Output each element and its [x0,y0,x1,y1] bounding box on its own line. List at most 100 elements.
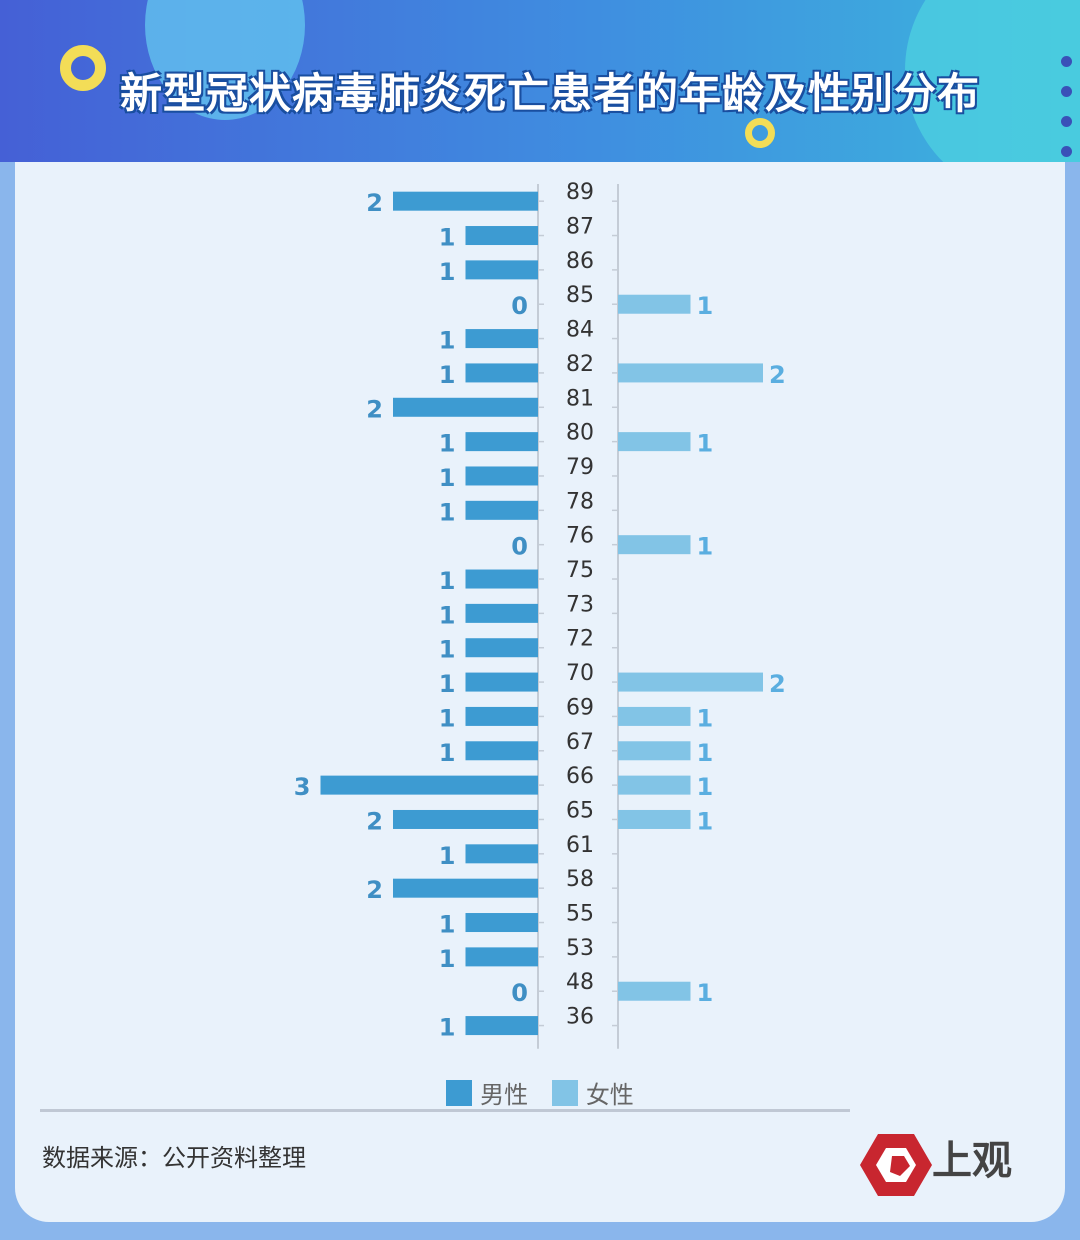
male-data-label: 1 [439,842,456,870]
male-bar [465,706,538,726]
male-bar [465,363,538,383]
age-tick-label: 66 [566,764,594,789]
male-bar [465,226,538,246]
male-data-label: 1 [439,739,456,767]
male-bar [465,432,538,452]
male-bar [465,947,538,967]
male-data-label: 1 [439,670,456,698]
male-data-label: 1 [439,464,456,492]
age-tick-label: 72 [566,627,594,652]
age-tick-label: 75 [566,558,594,583]
decor-ring-icon [745,118,775,148]
page-title: 新型冠状病毒肺炎死亡患者的年龄及性别分布 [119,69,980,118]
age-tick-label: 67 [566,730,594,755]
male-bar [465,672,538,692]
decor-blob [905,0,1080,162]
male-data-label: 3 [294,773,311,801]
male-bar [465,844,538,864]
male-bar [465,329,538,349]
female-bar [618,672,763,692]
female-data-label: 2 [769,361,786,389]
header-banner: 新型冠状病毒肺炎死亡患者的年龄及性别分布 [0,0,1080,162]
decor-dot-icon [1061,86,1072,97]
male-data-label: 1 [439,636,456,664]
age-tick-label: 65 [566,798,594,823]
source-note: 数据来源：公开资料整理 [42,1144,306,1172]
age-tick-label: 48 [566,970,594,995]
age-tick-label: 36 [566,1005,594,1030]
legend-item-female: 女性 [551,1075,634,1110]
female-data-label: 1 [697,807,714,835]
male-data-label: 1 [439,704,456,732]
male-data-label: 1 [439,327,456,355]
male-bar [393,809,538,829]
female-bar [618,432,691,452]
age-tick-label: 84 [566,318,594,343]
age-tick-label: 58 [566,867,594,892]
legend-swatch-female [551,1079,578,1106]
legend-label-male: 男性 [480,1081,529,1109]
male-bar [465,603,538,623]
male-data-label: 0 [511,292,528,320]
female-bar [618,363,763,383]
age-tick-label: 82 [566,352,594,377]
decor-dot-icon [1061,56,1072,67]
age-tick-label: 78 [566,489,594,514]
male-bar [393,397,538,417]
male-bar [465,741,538,761]
divider [40,1109,850,1112]
male-bar [320,775,538,795]
female-data-label: 1 [697,292,714,320]
male-bar [465,500,538,520]
age-tick-label: 70 [566,661,594,686]
age-tick-label: 69 [566,695,594,720]
male-data-label: 1 [439,601,456,629]
male-data-label: 1 [439,1014,456,1042]
female-data-label: 1 [697,773,714,801]
male-data-label: 2 [366,395,383,423]
male-bar [465,260,538,280]
legend-label-female: 女性 [585,1081,634,1109]
age-tick-label: 55 [566,902,594,927]
age-tick-label: 85 [566,283,594,308]
male-bar [393,878,538,898]
logo-text: 上观 [932,1137,1012,1184]
decor-ring-icon [60,45,106,91]
male-data-label: 1 [439,567,456,595]
female-bar [618,294,691,314]
age-tick-label: 53 [566,936,594,961]
legend-swatch-male [446,1079,473,1106]
male-data-label: 1 [439,911,456,939]
female-data-label: 1 [697,704,714,732]
male-bar [465,1016,538,1036]
female-bar [618,706,691,726]
male-data-label: 2 [366,189,383,217]
female-bar [618,981,691,1001]
male-bar [393,191,538,211]
age-tick-label: 73 [566,592,594,617]
female-bar [618,535,691,555]
male-data-label: 1 [439,498,456,526]
female-bar [618,741,691,761]
female-data-label: 1 [697,979,714,1007]
chart-legend: 男性 女性 [0,1075,1080,1110]
male-data-label: 1 [439,430,456,458]
age-tick-label: 86 [566,249,594,274]
male-data-label: 1 [439,945,456,973]
female-data-label: 1 [697,739,714,767]
male-bar [465,466,538,486]
legend-item-male: 男性 [446,1075,528,1110]
age-tick-label: 89 [566,180,594,205]
age-tick-label: 61 [566,833,594,858]
male-data-label: 1 [439,361,456,389]
female-bar [618,775,691,795]
female-data-label: 1 [697,430,714,458]
age-tick-label: 81 [566,386,594,411]
male-data-label: 1 [439,224,456,252]
age-tick-label: 80 [566,421,594,446]
male-data-label: 2 [366,807,383,835]
female-data-label: 1 [697,533,714,561]
age-tick-label: 87 [566,215,594,240]
